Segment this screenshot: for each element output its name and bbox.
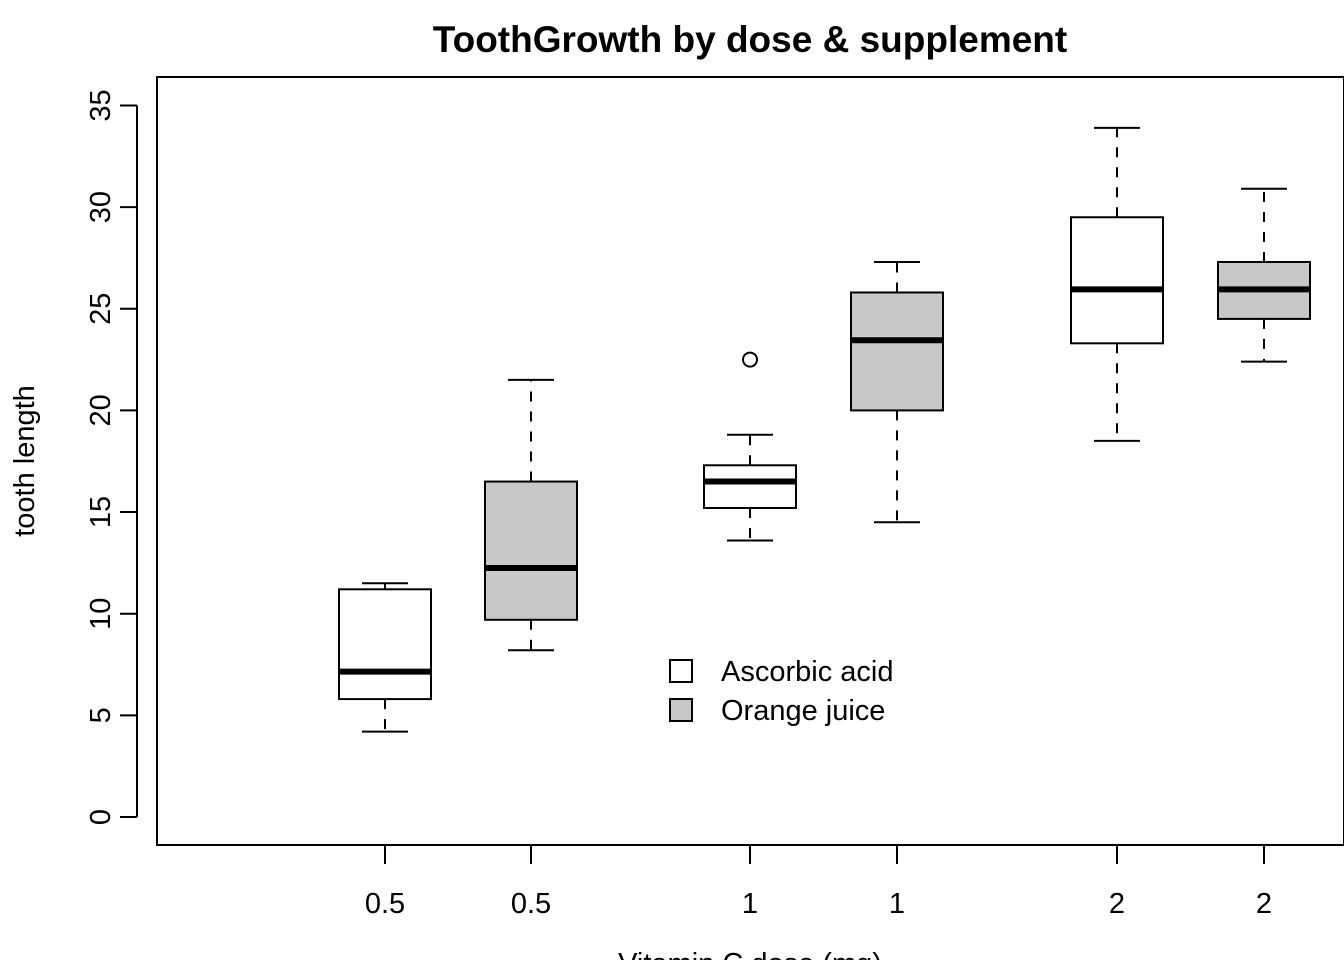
chart-title: ToothGrowth by dose & supplement [433, 19, 1067, 60]
box-iqr [338, 588, 432, 701]
x-tick-label: 0.5 [365, 888, 405, 920]
box-iqr [484, 480, 578, 621]
y-tick-label: 10 [85, 598, 117, 630]
box-ascorbic-acid-dose-2 [1070, 126, 1164, 442]
legend-label: Ascorbic acid [721, 656, 893, 688]
box-ascorbic-acid-dose-1 [703, 351, 797, 542]
outlier-point [742, 351, 758, 368]
y-axis-label: tooth length [9, 385, 41, 537]
y-axis: 0 5 10 15 20 25 30 35 [85, 89, 138, 825]
legend-swatch [669, 698, 693, 722]
box-iqr [1070, 216, 1164, 345]
legend-label: Orange juice [721, 695, 885, 727]
x-axis-label: Vitamin C dose (mg) [618, 948, 882, 960]
box-orange-juice-dose-2 [1217, 187, 1311, 363]
box-iqr [703, 464, 797, 509]
x-axis: 0.5 0.5 1 1 2 2 [365, 844, 1272, 920]
x-tick-label: 2 [1109, 888, 1125, 920]
y-tick-label: 20 [85, 394, 117, 426]
y-tick-label: 15 [85, 496, 117, 528]
x-tick-label: 1 [889, 888, 905, 920]
box-iqr [850, 291, 944, 412]
y-tick-label: 0 [85, 809, 117, 825]
x-tick-label: 0.5 [511, 888, 551, 920]
box-ascorbic-acid-dose-0.5 [338, 582, 432, 733]
y-tick-label: 30 [85, 191, 117, 223]
y-tick-label: 35 [85, 89, 117, 121]
box-orange-juice-dose-1 [850, 260, 944, 524]
y-tick-label: 5 [85, 707, 117, 723]
box-group [338, 126, 1311, 733]
legend-swatch [669, 659, 693, 683]
legend: Ascorbic acid Orange juice [669, 656, 893, 727]
x-tick-label: 2 [1256, 888, 1272, 920]
x-tick-label: 1 [742, 888, 758, 920]
y-tick-label: 25 [85, 293, 117, 325]
box-orange-juice-dose-0.5 [484, 378, 578, 652]
